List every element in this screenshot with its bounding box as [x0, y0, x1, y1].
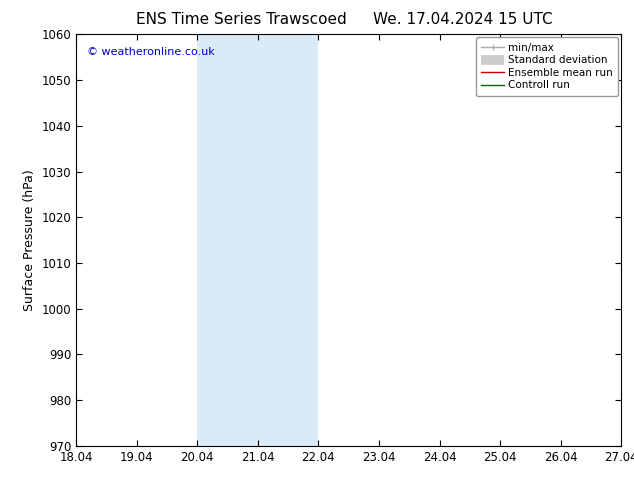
- Legend: min/max, Standard deviation, Ensemble mean run, Controll run: min/max, Standard deviation, Ensemble me…: [476, 37, 618, 96]
- Bar: [621, 34, 634, 446]
- Bar: [197, 34, 318, 446]
- Y-axis label: Surface Pressure (hPa): Surface Pressure (hPa): [23, 169, 36, 311]
- Text: ENS Time Series Trawscoed: ENS Time Series Trawscoed: [136, 12, 346, 27]
- Text: © weatheronline.co.uk: © weatheronline.co.uk: [87, 47, 215, 57]
- Text: We. 17.04.2024 15 UTC: We. 17.04.2024 15 UTC: [373, 12, 553, 27]
